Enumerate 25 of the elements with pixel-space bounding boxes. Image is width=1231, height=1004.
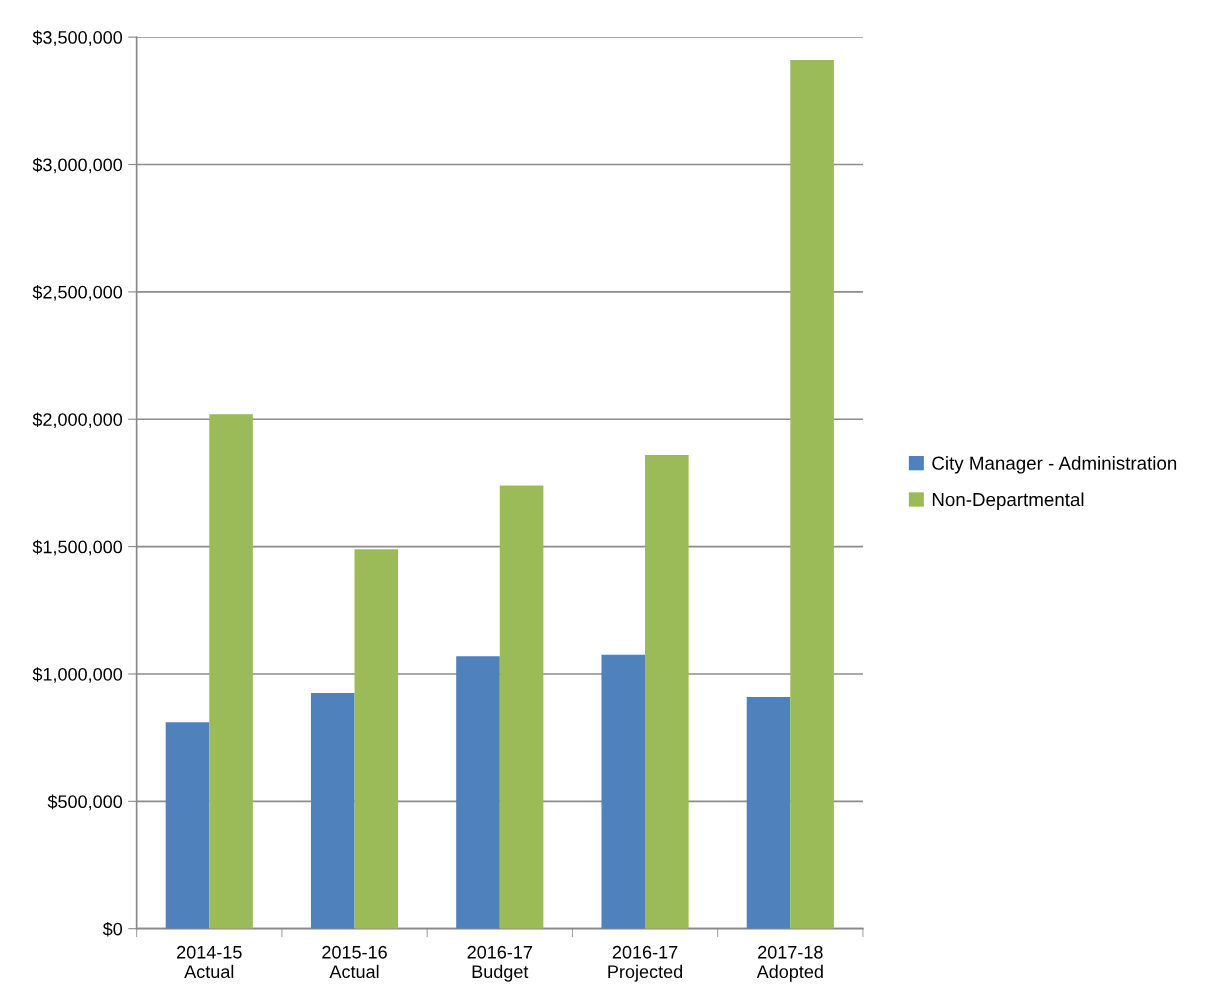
bar [165,722,210,929]
legend-label: Non-Departmental [932,492,1084,510]
bar [790,60,834,929]
y-tick-label: $500,000 [47,794,123,811]
y-tick-label: $2,000,000 [32,412,123,429]
y-tick-label: $3,000,000 [32,157,123,174]
bar [645,454,689,929]
x-tick-label: 2017-18 Adopted [756,945,823,982]
bar [354,549,399,929]
x-tick-label: 2015-16 Actual [322,945,387,979]
bar [209,414,253,929]
y-tick-label: $1,500,000 [32,539,123,556]
bar [310,693,355,929]
x-tick-label: 2016-17 Projected [608,945,683,982]
legend-label: City Manager - Administration [932,456,1177,474]
x-tick-label: 2014-15 Actual [177,945,242,979]
bar [456,656,500,929]
y-tick-label: $1,000,000 [32,667,123,683]
y-tick-label: $2,500,000 [32,285,123,301]
bar [601,654,646,929]
bar [499,485,544,929]
y-tick-label: $0 [102,921,123,937]
y-tick-label: $3,500,000 [32,30,123,46]
x-tick-label: 2016-17 Budget [467,945,533,982]
bar [746,696,791,929]
